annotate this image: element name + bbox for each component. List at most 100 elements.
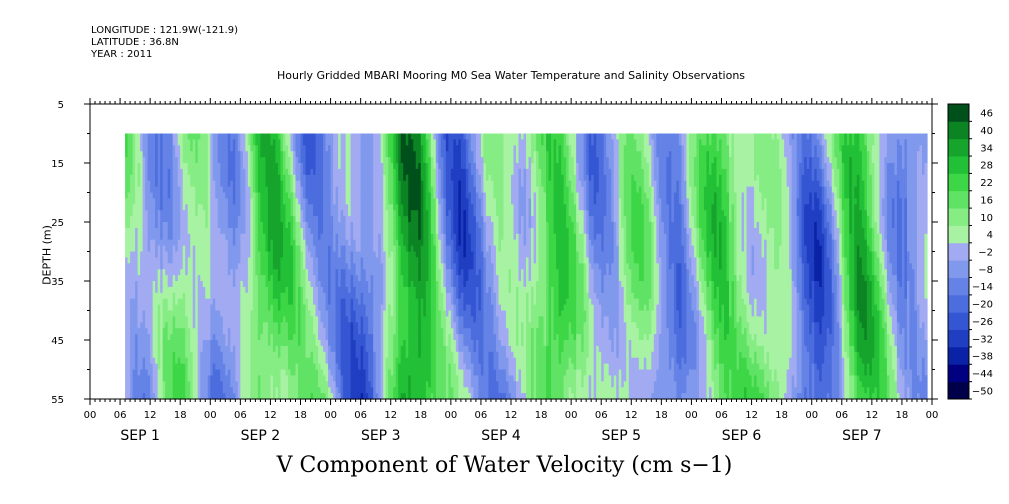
heatmap-cell xyxy=(205,245,209,253)
heatmap-cell xyxy=(350,233,354,241)
heatmap-cell xyxy=(195,251,199,258)
heatmap-cell xyxy=(232,375,236,382)
heatmap-cell xyxy=(385,269,389,276)
heatmap-cell xyxy=(373,363,377,371)
heatmap-cell xyxy=(290,393,294,400)
heatmap-cell xyxy=(292,168,297,176)
heatmap-cell xyxy=(388,334,392,341)
heatmap-cell xyxy=(358,363,362,371)
heatmap-cell xyxy=(360,257,364,264)
heatmap-cell xyxy=(262,245,267,253)
heatmap-cell xyxy=(162,357,166,365)
heatmap-cell xyxy=(215,292,219,300)
heatmap-cell xyxy=(328,198,332,205)
heatmap-cell xyxy=(135,322,139,329)
heatmap-cell xyxy=(190,163,194,170)
heatmap-cell xyxy=(385,239,389,247)
heatmap-cell xyxy=(272,168,277,176)
heatmap-cell xyxy=(132,351,136,359)
heatmap-cell xyxy=(130,198,134,205)
heatmap-cell xyxy=(125,139,129,146)
heatmap-cell xyxy=(147,145,151,152)
heatmap-cell xyxy=(275,357,279,365)
heatmap-cell xyxy=(378,363,382,371)
heatmap-cell xyxy=(190,298,194,306)
heatmap-cell xyxy=(262,286,267,294)
heatmap-cell xyxy=(197,310,201,317)
heatmap-cell xyxy=(255,298,259,306)
heatmap-cell xyxy=(330,381,334,388)
heatmap-cell xyxy=(275,281,279,288)
heatmap-cell xyxy=(310,198,314,205)
heatmap-cell xyxy=(305,168,309,176)
heatmap-cell xyxy=(187,216,191,223)
heatmap-cell xyxy=(257,216,262,223)
heatmap-cell xyxy=(145,357,149,365)
heatmap-cell xyxy=(393,375,397,382)
heatmap-cell xyxy=(167,233,171,241)
heatmap-cell xyxy=(205,351,209,359)
heatmap-cell xyxy=(180,357,184,365)
heatmap-cell xyxy=(207,251,211,258)
heatmap-cell xyxy=(287,186,292,194)
heatmap-cell xyxy=(197,316,201,323)
heatmap-cell xyxy=(192,328,196,335)
heatmap-cell xyxy=(257,369,262,376)
heatmap-cell xyxy=(348,216,352,223)
heatmap-cell xyxy=(378,186,382,194)
heatmap-cell xyxy=(215,245,219,253)
heatmap-cell xyxy=(157,192,161,199)
heatmap-cell xyxy=(247,257,251,264)
heatmap-cell xyxy=(177,151,181,158)
heatmap-cell xyxy=(245,298,249,306)
heatmap-cell xyxy=(162,151,166,158)
heatmap-cell xyxy=(360,151,364,158)
heatmap-cell xyxy=(380,198,384,205)
heatmap-cell xyxy=(395,275,399,282)
heatmap-cell xyxy=(182,198,186,205)
heatmap-cell xyxy=(323,316,327,323)
heatmap-cell xyxy=(308,316,312,323)
heatmap-cell xyxy=(235,245,239,253)
heatmap-cell xyxy=(227,168,231,176)
heatmap-cell xyxy=(255,157,259,164)
heatmap-cell xyxy=(270,151,274,158)
heatmap-cell xyxy=(190,275,194,282)
heatmap-cell xyxy=(130,216,134,223)
heatmap-cell xyxy=(262,239,267,247)
heatmap-cell xyxy=(358,186,362,194)
heatmap-cell xyxy=(172,198,176,205)
heatmap-cell xyxy=(152,269,156,276)
heatmap-cell xyxy=(235,340,239,347)
heatmap-cell xyxy=(215,340,219,347)
heatmap-cell xyxy=(290,298,294,306)
heatmap-cell xyxy=(145,180,149,188)
heatmap-cell xyxy=(360,163,364,170)
heatmap-cell xyxy=(240,157,244,164)
heatmap-cell xyxy=(157,198,161,205)
heatmap-cell xyxy=(348,163,352,170)
heatmap-cell xyxy=(393,216,397,223)
heatmap-cell xyxy=(212,375,216,382)
heatmap-cell xyxy=(345,257,349,264)
heatmap-cell xyxy=(217,251,221,258)
heatmap-cell xyxy=(202,133,206,140)
heatmap-cell xyxy=(353,298,357,306)
heatmap-cell xyxy=(313,174,317,182)
heatmap-cell xyxy=(152,222,156,229)
heatmap-cell xyxy=(137,322,141,329)
heatmap-cell xyxy=(125,269,129,276)
heatmap-cell xyxy=(270,174,274,182)
heatmap-cell xyxy=(192,251,196,258)
heatmap-cell xyxy=(257,387,262,394)
heatmap-cell xyxy=(262,168,267,176)
heatmap-cell xyxy=(137,281,141,288)
heatmap-cell xyxy=(130,334,134,341)
heatmap-cell xyxy=(192,363,196,371)
heatmap-cell xyxy=(252,316,256,323)
heatmap-cell xyxy=(167,292,171,300)
heatmap-cell xyxy=(240,345,244,353)
heatmap-cell xyxy=(157,322,161,329)
heatmap-cell xyxy=(227,334,231,341)
heatmap-cell xyxy=(157,186,161,194)
